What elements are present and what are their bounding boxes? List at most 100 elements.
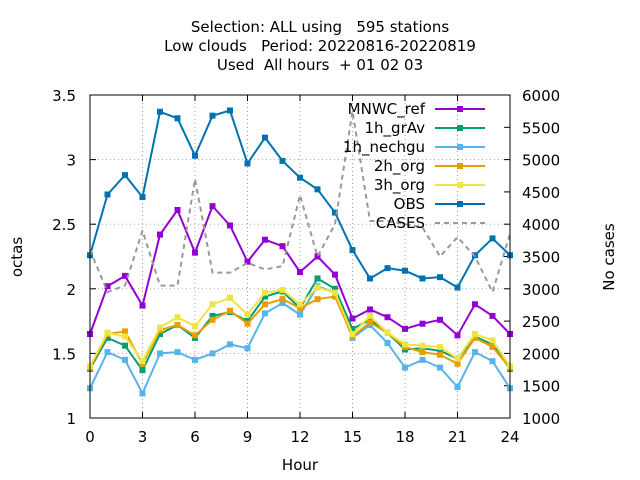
series-2-point bbox=[437, 364, 443, 371]
series-4-point bbox=[157, 324, 163, 331]
series-0-point bbox=[489, 312, 496, 319]
x-tick-label: 24 bbox=[500, 428, 519, 446]
series-5-point bbox=[489, 235, 496, 242]
series-0-point bbox=[244, 258, 251, 265]
series-4-point bbox=[489, 337, 496, 344]
series-2-point bbox=[472, 349, 478, 356]
series-0-point bbox=[332, 271, 338, 278]
legend-marker bbox=[457, 144, 463, 150]
series-2-point bbox=[419, 356, 426, 363]
x-tick-label: 15 bbox=[343, 428, 362, 446]
series-3-point bbox=[244, 320, 251, 327]
series-4-point bbox=[192, 323, 198, 330]
series-0-point bbox=[437, 316, 443, 323]
series-5-point bbox=[314, 186, 321, 193]
legend-label: MNWC_ref bbox=[348, 100, 426, 119]
series-4-point bbox=[402, 341, 408, 348]
series-5-point bbox=[139, 194, 146, 201]
series-0-point bbox=[349, 315, 356, 322]
series-5-point bbox=[419, 275, 426, 282]
series-5-point bbox=[244, 160, 251, 167]
series-3-point bbox=[367, 319, 373, 326]
series-5-point bbox=[104, 191, 111, 198]
series-3-point bbox=[454, 360, 461, 367]
series-4-point bbox=[297, 301, 303, 308]
series-1-point bbox=[332, 285, 338, 292]
y2-tick-label: 3000 bbox=[522, 281, 560, 299]
legend-label: CASES bbox=[376, 214, 425, 232]
series-1-point bbox=[349, 325, 356, 332]
series-5-point bbox=[209, 112, 216, 119]
x-tick-label: 12 bbox=[290, 428, 309, 446]
series-1-point bbox=[139, 367, 146, 374]
legend-label: 1h_grAv bbox=[365, 119, 426, 138]
series-2-point bbox=[157, 350, 163, 357]
series-4-point bbox=[244, 311, 251, 318]
series-2-point bbox=[104, 349, 111, 356]
series-3-point bbox=[419, 349, 426, 356]
legend-label: 1h_nechgu bbox=[343, 138, 425, 157]
series-4-point bbox=[419, 342, 426, 349]
legend-marker bbox=[457, 182, 463, 188]
series-0-point bbox=[297, 269, 303, 276]
series-3-point bbox=[192, 332, 198, 339]
y2-tick-label: 4000 bbox=[522, 216, 560, 234]
series-4-point bbox=[437, 343, 443, 350]
series-3-point bbox=[332, 293, 338, 300]
series-3-point bbox=[174, 321, 181, 328]
series-5-point bbox=[174, 115, 181, 122]
series-5-point bbox=[262, 134, 268, 141]
series-0-point bbox=[367, 306, 373, 313]
series-3-point bbox=[297, 305, 303, 312]
series-0-point bbox=[209, 203, 216, 210]
y-axis-label: octas bbox=[8, 237, 26, 277]
series-0-point bbox=[262, 236, 268, 243]
series-0-point bbox=[384, 314, 391, 321]
series-2-point bbox=[122, 356, 128, 363]
x-tick-label: 0 bbox=[85, 428, 95, 446]
series-5-point bbox=[279, 157, 286, 164]
series-3-point bbox=[489, 343, 496, 350]
series-5-point bbox=[157, 108, 163, 115]
series-0-point bbox=[174, 206, 181, 213]
series-0-point bbox=[402, 325, 408, 332]
series-0-point bbox=[279, 243, 286, 250]
series-5-point bbox=[297, 174, 303, 181]
series-4-point bbox=[209, 301, 216, 308]
series-3-point bbox=[314, 296, 321, 303]
series-2-point bbox=[297, 311, 303, 318]
series-4-point bbox=[262, 289, 268, 296]
series-5-point bbox=[192, 152, 198, 159]
series-1-point bbox=[314, 275, 321, 282]
series-3-point bbox=[227, 307, 233, 314]
series-2-point bbox=[279, 300, 286, 307]
series-1-point bbox=[209, 312, 216, 319]
series-0-point bbox=[227, 222, 233, 229]
series-4-point bbox=[174, 314, 181, 321]
y2-tick-label: 3500 bbox=[522, 249, 560, 267]
chart-title-line-2: Low clouds Period: 20220816-20220819 bbox=[164, 37, 476, 55]
legend-marker bbox=[457, 106, 463, 112]
series-3-point bbox=[262, 301, 268, 308]
series-3-point bbox=[122, 328, 128, 335]
series-5-point bbox=[402, 267, 408, 274]
series-4-point bbox=[454, 355, 461, 362]
series-2-point bbox=[454, 383, 461, 390]
x-tick-label: 21 bbox=[448, 428, 467, 446]
y-tick-label: 1 bbox=[66, 410, 76, 428]
y2-tick-label: 6000 bbox=[522, 87, 560, 105]
series-1-point bbox=[104, 334, 111, 341]
series-2-point bbox=[209, 350, 216, 357]
y2-tick-label: 5000 bbox=[522, 152, 560, 170]
series-4-point bbox=[472, 331, 478, 338]
series-4-point bbox=[227, 294, 233, 301]
series-5-point bbox=[122, 172, 128, 179]
x-tick-label: 18 bbox=[395, 428, 414, 446]
y2-tick-label: 2000 bbox=[522, 345, 560, 363]
series-2-point bbox=[192, 356, 198, 363]
legend-marker bbox=[457, 163, 463, 169]
series-2-point bbox=[227, 341, 233, 348]
y2-tick-label: 1500 bbox=[522, 378, 560, 396]
legend-label: OBS bbox=[394, 195, 425, 213]
